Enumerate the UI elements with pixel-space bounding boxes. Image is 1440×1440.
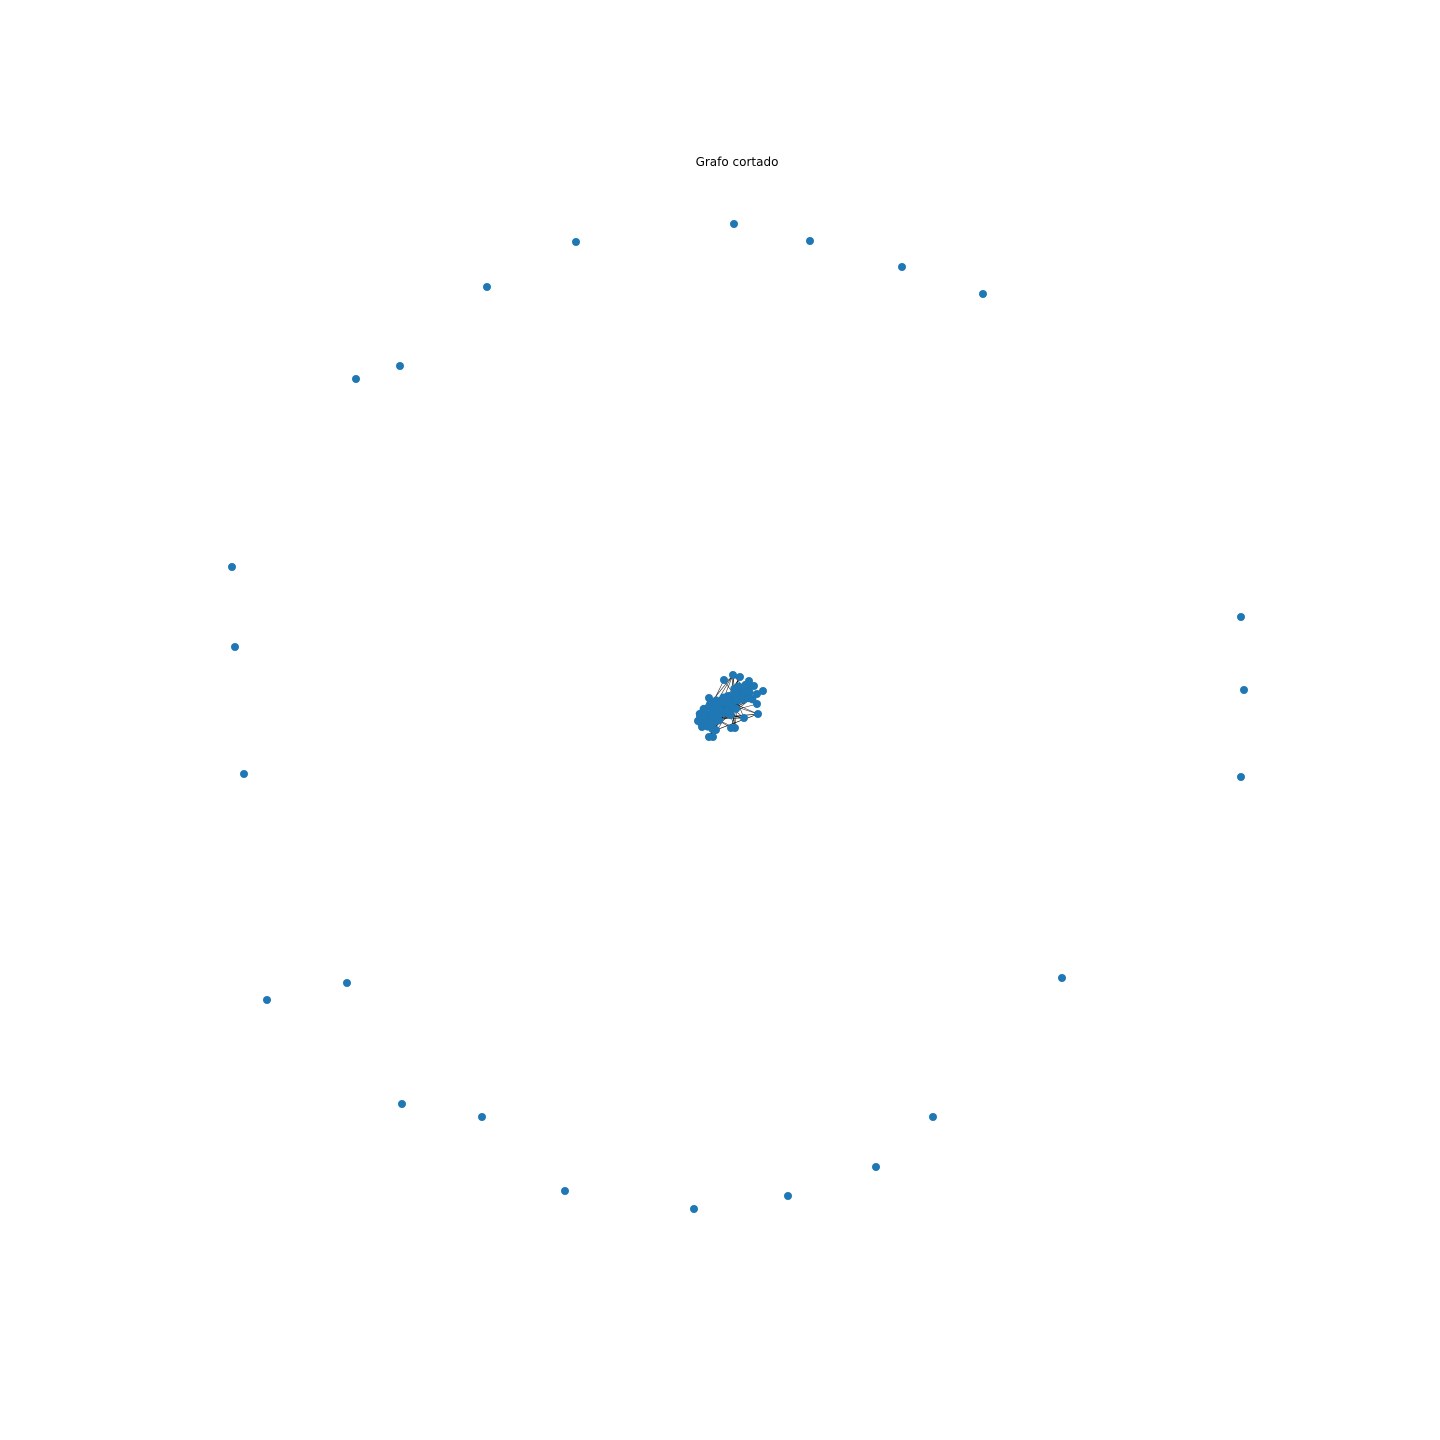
cluster-node bbox=[708, 706, 717, 715]
isolated-node bbox=[398, 1100, 406, 1108]
cluster-node bbox=[729, 671, 737, 679]
isolated-node bbox=[1237, 773, 1245, 781]
cluster-node bbox=[719, 693, 728, 702]
isolated-node bbox=[483, 283, 491, 291]
isolated-node bbox=[263, 996, 271, 1004]
isolated-node bbox=[1237, 613, 1245, 621]
cluster-node bbox=[753, 690, 761, 698]
cluster-node bbox=[732, 704, 741, 713]
cluster-node bbox=[698, 708, 707, 717]
isolated-node bbox=[806, 237, 814, 245]
cluster-node bbox=[740, 714, 748, 722]
isolated-node bbox=[1058, 974, 1066, 982]
isolated-node bbox=[572, 238, 580, 246]
cluster-node bbox=[705, 694, 713, 702]
graph-edge bbox=[715, 713, 759, 731]
cluster-node bbox=[745, 688, 754, 697]
graph-nodes bbox=[228, 220, 1248, 1213]
cluster-node bbox=[712, 715, 721, 724]
isolated-node bbox=[352, 375, 360, 383]
cluster-node bbox=[727, 724, 735, 732]
isolated-node bbox=[231, 643, 239, 651]
isolated-node bbox=[929, 1113, 937, 1121]
isolated-node bbox=[730, 220, 738, 228]
cluster-node bbox=[754, 710, 762, 718]
isolated-node bbox=[784, 1192, 792, 1200]
cluster-node bbox=[723, 706, 732, 715]
cluster-node bbox=[732, 689, 741, 698]
cluster-node bbox=[705, 733, 713, 741]
cluster-node bbox=[736, 673, 744, 681]
isolated-node bbox=[1240, 686, 1248, 694]
isolated-node bbox=[690, 1205, 698, 1213]
cluster-node bbox=[759, 687, 767, 695]
cluster-node bbox=[720, 676, 728, 684]
isolated-node bbox=[979, 290, 987, 298]
cluster-node bbox=[741, 680, 750, 689]
isolated-node bbox=[898, 263, 906, 271]
isolated-node bbox=[240, 770, 248, 778]
graph-title: Grafo cortado bbox=[695, 155, 779, 169]
isolated-node bbox=[872, 1163, 880, 1171]
cluster-node bbox=[716, 705, 725, 714]
isolated-node bbox=[561, 1187, 569, 1195]
isolated-node bbox=[478, 1113, 486, 1121]
isolated-node bbox=[343, 979, 351, 987]
cluster-node bbox=[730, 696, 739, 705]
isolated-node bbox=[228, 563, 236, 571]
isolated-node bbox=[396, 362, 404, 370]
